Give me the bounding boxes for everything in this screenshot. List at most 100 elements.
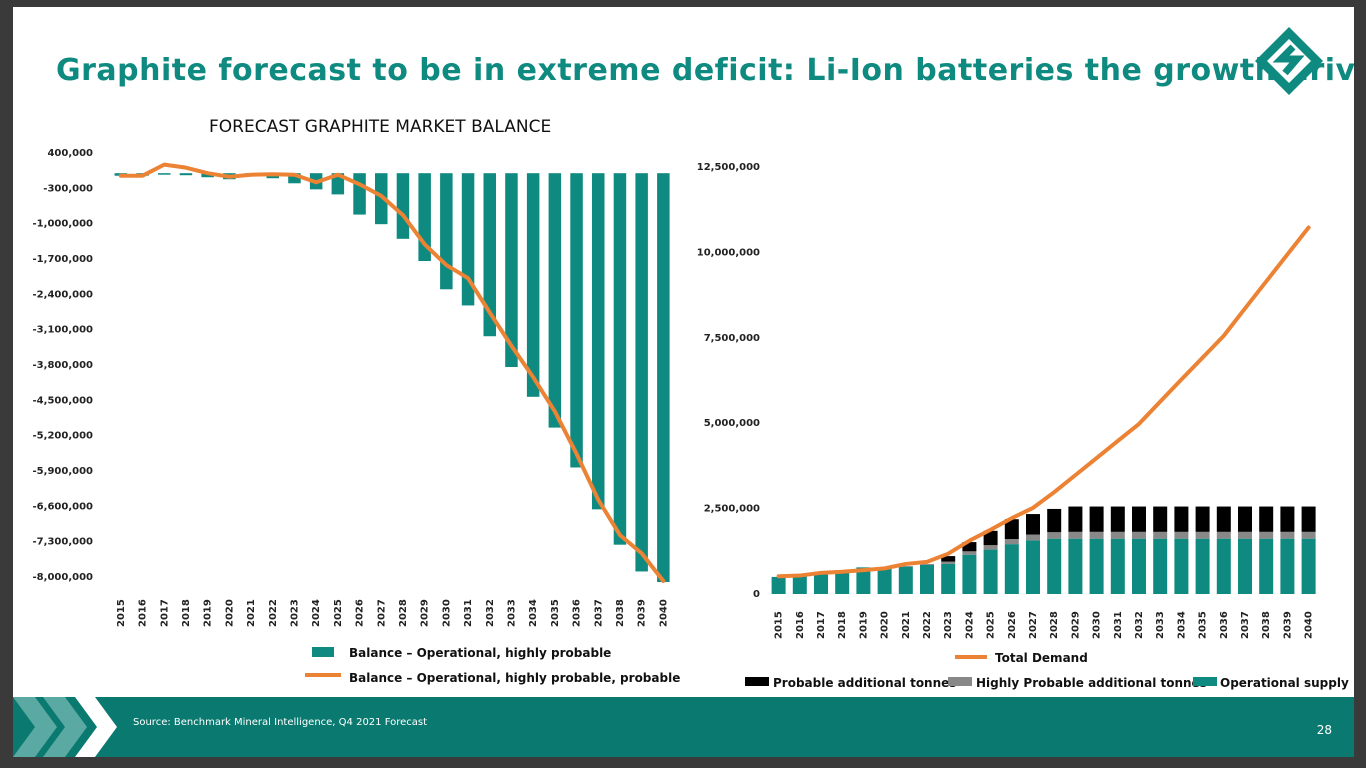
x-tick-label: 2024	[311, 599, 322, 627]
x-tick-label: 2021	[901, 611, 912, 639]
y-tick-label: -1,000,000	[33, 219, 93, 230]
bar-probable	[1047, 508, 1062, 533]
x-tick-label: 2034	[528, 599, 539, 627]
bar	[592, 173, 605, 510]
x-tick-label: 2022	[268, 599, 279, 627]
bar	[288, 173, 301, 184]
y-tick-label: -5,200,000	[33, 431, 93, 442]
x-tick-label: 2015	[116, 599, 127, 627]
x-tick-label: 2017	[816, 611, 827, 639]
y-tick-label: 7,500,000	[704, 333, 760, 344]
y-tick-label: 2,500,000	[704, 504, 760, 515]
legend-highly-probable-swatch	[948, 677, 972, 686]
bar-highly-probable	[1110, 531, 1125, 539]
bar-operational	[920, 564, 934, 594]
bar-probable	[1110, 506, 1125, 532]
x-tick-label: 2018	[837, 611, 848, 639]
x-tick-label: 2037	[1240, 611, 1251, 639]
x-tick-label: 2019	[203, 599, 214, 627]
supply-demand-chart: 12,500,000 10,000,000 7,500,000 5,000,000 2,…	[697, 162, 1349, 690]
bar-operational	[1259, 538, 1274, 594]
x-tick-label: 2032	[485, 599, 496, 627]
x-tick-label: 2026	[1007, 611, 1018, 639]
y-tick-label: -7,300,000	[33, 537, 93, 548]
x-tick-label: 2040	[658, 599, 669, 627]
legend-line-label: Balance – Operational, highly probable, …	[349, 671, 680, 685]
bar-highly-probable	[1047, 532, 1062, 539]
x-tick-label: 2027	[1028, 611, 1039, 639]
bar-highly-probable	[1153, 531, 1168, 539]
x-tick-label: 2023	[289, 599, 300, 627]
x-tick-label: 2038	[1261, 611, 1272, 639]
bar	[613, 173, 627, 545]
bar-highly-probable	[898, 565, 913, 567]
x-tick-label: 2026	[355, 599, 366, 627]
y-tick-label: -6,600,000	[33, 501, 93, 512]
x-tick-label: 2034	[1176, 611, 1187, 639]
bar-highly-probable	[983, 545, 998, 550]
legend-operational-swatch	[1193, 677, 1217, 686]
bar-operational	[1004, 544, 1019, 594]
x-tick-label: 2017	[159, 599, 170, 627]
balance-line	[118, 162, 666, 584]
bar	[635, 173, 648, 572]
x-tick-label: 2040	[1304, 611, 1315, 639]
x-tick-label: 2036	[1219, 611, 1230, 639]
bar-operational	[1280, 538, 1295, 594]
x-tick-label: 2039	[637, 599, 648, 627]
bar-operational	[1132, 538, 1146, 594]
bar-operational	[877, 568, 892, 594]
bar-operational	[771, 576, 786, 594]
bar	[505, 173, 518, 368]
bar	[548, 173, 562, 428]
x-tick-label: 2035	[1198, 611, 1209, 639]
x-tick-label: 2015	[774, 611, 785, 639]
bar-highly-probable	[1259, 531, 1274, 539]
bar-operational	[792, 575, 807, 594]
source-note: Source: Benchmark Mineral Intelligence, …	[133, 717, 428, 728]
y-tick-label: 5,000,000	[704, 418, 760, 429]
bar	[158, 173, 171, 175]
bar-highly-probable	[962, 551, 977, 555]
x-tick-label: 2033	[1155, 611, 1166, 639]
demand-line	[776, 225, 1311, 579]
bar-operational	[1301, 538, 1316, 594]
bar-probable	[1301, 506, 1316, 532]
balance-chart: FORECAST GRAPHITE MARKET BALANCE 400,000 -…	[33, 117, 681, 685]
y-tick-label: -1,700,000	[33, 254, 93, 265]
bar-highly-probable	[1280, 531, 1295, 539]
legend-bar-label: Balance – Operational, highly probable	[349, 646, 611, 660]
bar-operational	[1174, 538, 1189, 594]
bar-probable	[1089, 506, 1104, 532]
y-tick-label: -3,100,000	[33, 325, 93, 336]
x-tick-label: 2038	[615, 599, 626, 627]
bar-highly-probable	[1216, 531, 1231, 539]
x-tick-label: 2016	[795, 611, 806, 639]
footer-bar: Source: Benchmark Mineral Intelligence, …	[13, 697, 1354, 757]
bar-probable	[1132, 506, 1146, 532]
x-tick-label: 2036	[572, 599, 583, 627]
bar	[570, 173, 583, 468]
x-tick-label: 2021	[246, 599, 257, 627]
x-tick-label: 2028	[398, 599, 409, 627]
bar-highly-probable	[1068, 531, 1083, 539]
x-tick-label: 2027	[376, 599, 387, 627]
y-tick-label: -4,500,000	[33, 395, 93, 406]
bar	[179, 173, 193, 176]
y-tick-label: -2,400,000	[33, 289, 93, 300]
bar-probable	[1280, 506, 1295, 532]
bar-probable	[1153, 506, 1168, 532]
bar	[657, 173, 670, 583]
slide: Graphite forecast to be in extreme defic…	[13, 7, 1354, 757]
y-tick-label: 0	[753, 589, 760, 600]
bar-operational	[1153, 538, 1168, 594]
legend-demand-label: Total Demand	[995, 651, 1088, 665]
legend-probable-label: Probable additional tonnes	[773, 676, 956, 690]
bar-operational	[983, 549, 998, 594]
bar-probable	[1026, 514, 1040, 535]
x-tick-label: 2025	[986, 611, 997, 639]
bar-operational	[835, 570, 850, 594]
x-tick-label: 2022	[922, 611, 933, 639]
bar	[526, 173, 540, 397]
bar-probable	[941, 556, 956, 562]
